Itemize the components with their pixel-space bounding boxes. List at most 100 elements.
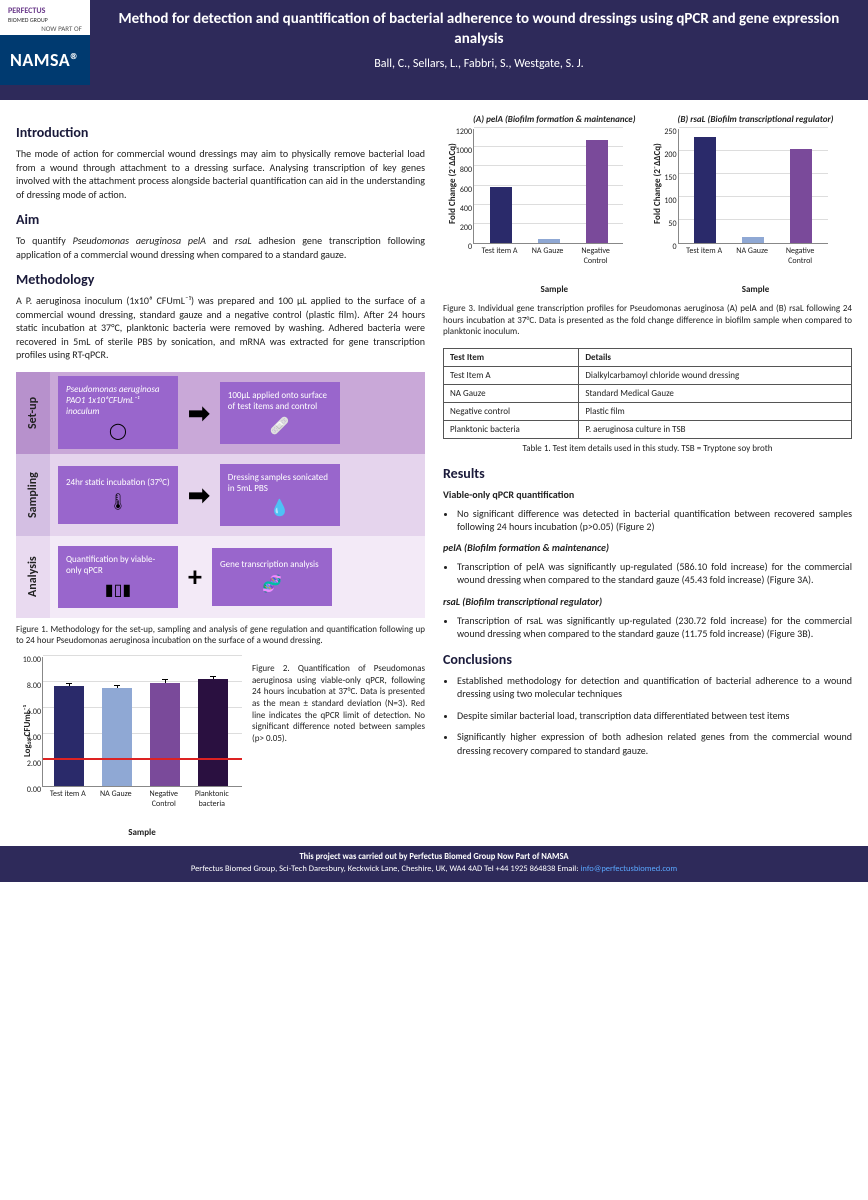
table-cell: Dialkylcarbamoyl chloride wound dressing <box>579 367 852 385</box>
table-row: Test Item ADialkylcarbamoyl chloride wou… <box>444 367 852 385</box>
figure-1: Set-up Pseudomonas aeruginosa PAO1 1x10⁶… <box>16 372 425 618</box>
chart-bar <box>54 686 84 786</box>
fig2-xticks: Test item ANA GauzeNegative ControlPlank… <box>42 789 242 809</box>
fig1-row-sampling: Sampling 24hr static incubation (37°C)🌡 … <box>16 454 425 536</box>
fig3a-chart: (A) pelA (Biofilm formation & maintenanc… <box>443 114 636 295</box>
table-row: Negative controlPlastic film <box>444 403 852 421</box>
chart-bar <box>694 137 716 243</box>
aim-text: To quantify Pseudomonas aeruginosa pelA … <box>16 234 425 261</box>
conclusion-item: Established methodology for detection an… <box>457 674 852 701</box>
authors: Ball, C., Sellars, L., Fabbri, S., Westg… <box>110 57 848 71</box>
results-b3: Transcription of rsaL was significantly … <box>457 614 852 641</box>
fig1-setup-box2: 100µL applied onto surface of test items… <box>220 382 340 444</box>
poster-title: Method for detection and quantification … <box>110 10 848 49</box>
fig2-xlabel: Sample <box>42 827 242 838</box>
aim-ital2: rsaL <box>235 234 252 247</box>
conclusion-item: Significantly higher expression of both … <box>457 730 852 757</box>
table-cell: Standard Medical Gauze <box>579 385 852 403</box>
table-cell: Negative control <box>444 403 579 421</box>
fig2-plot: 0.002.004.006.008.0010.00 <box>42 657 242 787</box>
fig1-analysis-box1-text: Quantification by viable-only qPCR <box>66 554 170 576</box>
fig3a-title: (A) pelA (Biofilm formation & maintenanc… <box>473 114 636 125</box>
fig1-setup-box1-text: Pseudomonas aeruginosa PAO1 1x10⁶CFUmL⁻¹… <box>66 384 170 417</box>
thermometer-icon: 🌡 <box>66 492 170 512</box>
chart-bar <box>198 679 228 786</box>
figure-1-caption: Figure 1. Methodology for the set-up, sa… <box>16 624 425 647</box>
plus-icon: + <box>188 559 202 594</box>
results-list3: Transcription of rsaL was significantly … <box>457 614 852 641</box>
results-sub3: rsaL (Biofilm transcriptional regulator) <box>443 595 852 608</box>
xtick-label: NA Gauze <box>524 246 572 266</box>
arrow-icon: ➡ <box>188 397 210 429</box>
xtick-label: Test item A <box>476 246 524 266</box>
title-block: Method for detection and quantification … <box>90 0 868 100</box>
dna-icon: 🧬 <box>220 574 324 594</box>
footer-line2: Perfectus Biomed Group, Sci-Tech Daresbu… <box>10 864 858 876</box>
figure-3: (A) pelA (Biofilm formation & maintenanc… <box>443 114 852 295</box>
methodology-heading: Methodology <box>16 271 425 288</box>
fig3b-ylabel: Fold Change (2⁻ΔΔCq) <box>652 143 663 224</box>
results-b1: No significant difference was detected i… <box>457 507 852 533</box>
chart-bar <box>150 683 180 786</box>
xtick-label: NA Gauze <box>728 246 776 266</box>
footer-email-link[interactable]: info@perfectusbiomed.com <box>580 864 677 874</box>
logo-line2: BIOMED GROUP <box>8 16 82 24</box>
fig3b-chart: (B) rsaL (Biofilm transcriptional regula… <box>648 114 834 295</box>
xtick-label: Negative Control <box>572 246 620 266</box>
table-cell: Planktonic bacteria <box>444 421 579 439</box>
results-heading: Results <box>443 465 852 482</box>
fig1-setup-label: Set-up <box>16 372 50 454</box>
fig1-row-analysis: Analysis Quantification by viable-only q… <box>16 536 425 618</box>
fig3a-plot: 020040060080010001200 <box>473 129 623 244</box>
chart-bar <box>586 140 608 243</box>
figure-2-caption: Figure 2. Quantification of Pseudomonas … <box>252 663 425 745</box>
chart-bar <box>742 237 764 243</box>
fig1-sampling-box2: Dressing samples sonicated in 5mL PBS💧 <box>220 464 340 526</box>
bandage-icon: 🩹 <box>228 416 332 436</box>
conclusions-list: Established methodology for detection an… <box>457 674 852 758</box>
intro-heading: Introduction <box>16 124 425 141</box>
figure-2-chart: Log₁₀ CFUmL⁻¹ 0.002.004.006.008.0010.00 … <box>16 657 242 838</box>
fig1-setup-box2-text: 100µL applied onto surface of test items… <box>228 390 332 412</box>
footer-line1: This project was carried out by Perfectu… <box>10 852 858 864</box>
chart-bar <box>102 688 132 786</box>
body: Introduction The mode of action for comm… <box>0 100 868 846</box>
chart-bar <box>790 149 812 243</box>
table-cell: NA Gauze <box>444 385 579 403</box>
logo-sub: NOW PART OF <box>8 24 82 33</box>
header: PERFECTUS BIOMED GROUP NOW PART OF NAMSA… <box>0 0 868 100</box>
fig3a-xticks: Test item ANA GauzeNegative Control <box>473 246 636 266</box>
footer: This project was carried out by Perfectu… <box>0 846 868 882</box>
table1-h0: Test Item <box>444 349 579 367</box>
fig3b-title: (B) rsaL (Biofilm transcriptional regula… <box>678 114 834 125</box>
left-column: Introduction The mode of action for comm… <box>16 114 425 838</box>
fig3a-xlabel: Sample <box>473 284 636 295</box>
chart-bar <box>538 239 560 243</box>
fig1-sampling-box1-text: 24hr static incubation (37°C) <box>66 477 170 488</box>
arrow-icon: ➡ <box>188 479 210 511</box>
results-sub2: pelA (Biofilm formation & maintenance) <box>443 541 852 554</box>
xtick-label: Planktonic bacteria <box>188 789 236 809</box>
aim-pre: To quantify <box>16 234 73 247</box>
table-row: NA GauzeStandard Medical Gauze <box>444 385 852 403</box>
table1-h1: Details <box>579 349 852 367</box>
fig1-setup-box1: Pseudomonas aeruginosa PAO1 1x10⁶CFUmL⁻¹… <box>58 376 178 449</box>
intro-text: The mode of action for commercial wound … <box>16 147 425 201</box>
fig1-sampling-box1: 24hr static incubation (37°C) 🌡 <box>58 466 178 524</box>
right-column: (A) pelA (Biofilm formation & maintenanc… <box>443 114 852 838</box>
xtick-label: Negative Control <box>140 789 188 809</box>
results-list2: Transcription of pelA was significantly … <box>457 560 852 587</box>
fig3b-plot: 050100150200250 <box>678 129 828 244</box>
fig1-row-setup: Set-up Pseudomonas aeruginosa PAO1 1x10⁶… <box>16 372 425 454</box>
aim-heading: Aim <box>16 211 425 228</box>
aim-ital1: Pseudomonas aeruginosa pelA <box>73 234 206 247</box>
xtick-label: Test item A <box>680 246 728 266</box>
chart-bar <box>490 187 512 243</box>
table-1: Test Item Details Test Item ADialkylcarb… <box>443 348 852 439</box>
footer-addr: Perfectus Biomed Group, Sci-Tech Daresbu… <box>191 864 581 874</box>
table-cell: Plastic film <box>579 403 852 421</box>
petri-dish-icon: ◯ <box>66 421 170 441</box>
table-cell: Test Item A <box>444 367 579 385</box>
fig1-analysis-box2-text: Gene transcription analysis <box>220 559 324 570</box>
drop-icon: 💧 <box>228 498 332 518</box>
